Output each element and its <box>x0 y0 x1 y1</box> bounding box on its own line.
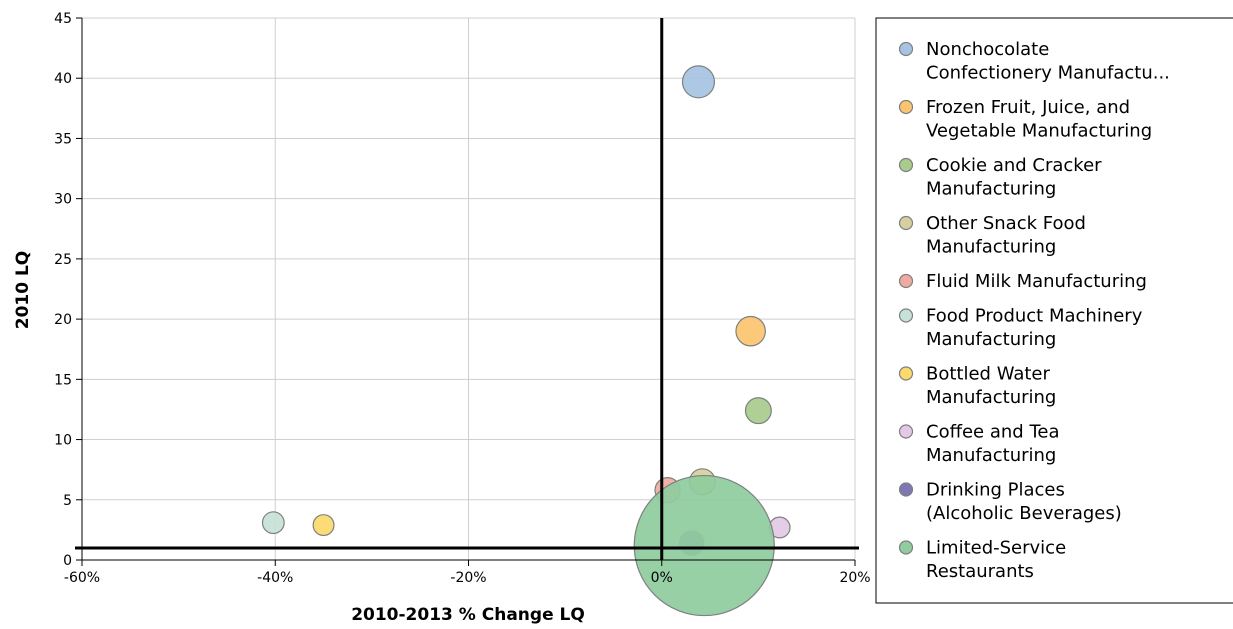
y-tick-label: 10 <box>54 433 72 449</box>
axes <box>76 17 856 566</box>
bubble-7 <box>312 514 335 537</box>
legend-label: Manufacturing <box>926 237 1056 258</box>
x-tick-label: 0% <box>651 570 673 586</box>
legend-label: Nonchocolate <box>926 39 1049 60</box>
legend-label: Bottled Water <box>926 364 1051 385</box>
legend-marker <box>898 482 914 497</box>
legend-label: Cookie and Cracker <box>926 155 1102 176</box>
legend-marker <box>898 424 914 439</box>
bubble-1 <box>681 65 716 99</box>
x-tick-label: -60% <box>64 570 100 586</box>
legend-label: Vegetable Manufacturing <box>926 121 1152 142</box>
grid-lines <box>81 17 856 561</box>
y-tick-label: 35 <box>54 131 72 147</box>
bubble-2 <box>735 315 766 347</box>
legend-label: Fluid Milk Manufacturing <box>926 271 1147 292</box>
reference-lines <box>75 18 859 560</box>
legend-label: Manufacturing <box>926 387 1056 408</box>
y-tick-label: 30 <box>54 192 72 208</box>
legend-marker <box>898 215 914 231</box>
y-tick-label: 20 <box>54 312 72 328</box>
y-tick-label: 5 <box>63 493 72 509</box>
x-tick-label: -20% <box>450 570 486 586</box>
legend-marker <box>898 99 914 115</box>
legend-label: Food Product Machinery <box>926 306 1143 327</box>
legend-label: Manufacturing <box>926 179 1056 200</box>
legend-label: (Alcoholic Beverages) <box>926 503 1122 524</box>
legend-marker <box>898 308 914 323</box>
bubbles <box>261 65 791 617</box>
tick-labels: 0 5 10 15 20 25 30 35 40 45 -60% -40% -20% 0% 20% <box>54 11 870 586</box>
legend-label: Confectionery Manufactu... <box>926 63 1170 84</box>
y-tick-label: 25 <box>54 252 72 268</box>
legend-label: Drinking Places <box>926 480 1065 501</box>
x-axis-title: 2010-2013 % Change LQ <box>351 605 585 625</box>
legend-label: Manufacturing <box>926 329 1056 350</box>
legend: Nonchocolate Confectionery Manufactu... Fr… <box>875 17 1233 604</box>
legend-marker <box>898 366 914 381</box>
y-tick-label: 40 <box>54 71 72 87</box>
legend-marker <box>898 41 914 57</box>
bubble-10 <box>633 474 775 617</box>
y-axis-title: 2010 LQ <box>13 251 33 330</box>
y-tick-label: 45 <box>54 11 72 27</box>
legend-marker <box>898 540 914 555</box>
legend-label: Restaurants <box>926 561 1034 582</box>
x-tick-label: 20% <box>839 570 870 586</box>
legend-marker <box>898 157 914 173</box>
bubble-3 <box>744 397 772 425</box>
x-tick-label: -40% <box>257 570 293 586</box>
legend-label: Frozen Fruit, Juice, and <box>926 97 1130 118</box>
legend-marker <box>898 273 914 289</box>
legend-box <box>875 17 1233 604</box>
y-tick-label: 15 <box>54 372 72 388</box>
legend-label: Limited-Service <box>926 538 1066 559</box>
bubble-6 <box>261 511 285 535</box>
legend-label: Other Snack Food <box>926 213 1086 234</box>
legend-label: Coffee and Tea <box>926 422 1059 443</box>
y-tick-label: 0 <box>63 553 72 569</box>
legend-label: Manufacturing <box>926 445 1056 466</box>
